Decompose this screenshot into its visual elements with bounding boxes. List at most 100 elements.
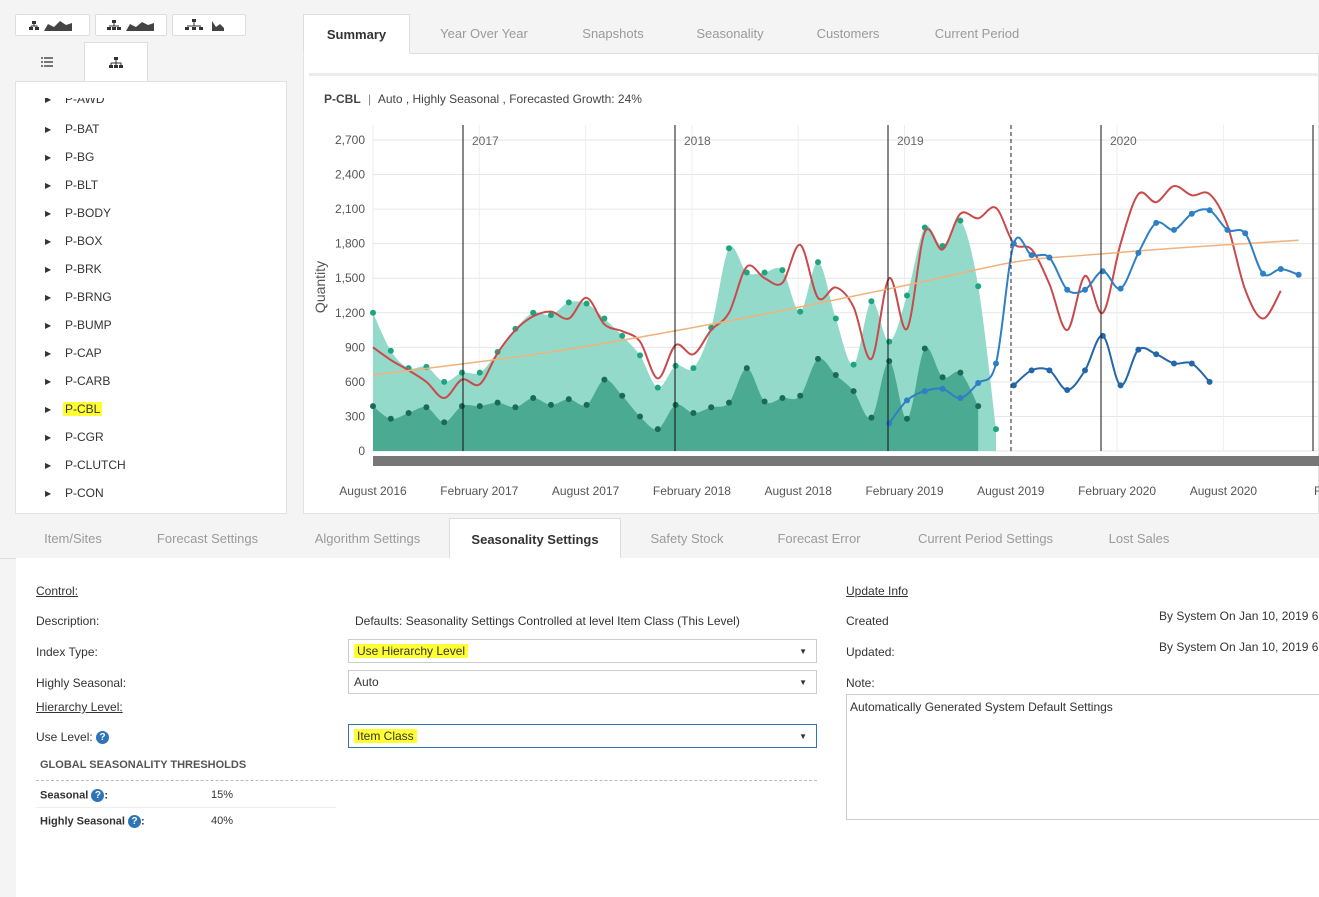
tab-snapshots[interactable]: Snapshots [582,26,644,41]
tree-item[interactable]: ▶ P-CON [45,484,106,502]
y-tick-label: 300 [345,409,365,423]
data-point [637,352,643,359]
tree-item[interactable]: ▶ P-BG [45,148,96,166]
tree-item-label: P-BLT [65,178,99,192]
tab-year-over-year[interactable]: Year Over Year [440,26,528,41]
help-icon[interactable]: ? [96,731,110,745]
x-tick-label: August 2017 [552,484,620,498]
tree-item-label: P-CBL [63,402,103,416]
tree-item[interactable]: ▶ P-CLUTCH [45,456,128,474]
use-level-value: Item Class [354,729,417,743]
y-tick-label: 600 [345,375,365,389]
tree-item[interactable]: ▶ P-CARB [45,372,112,390]
tree-item[interactable]: ▶ P-BLT [45,176,100,194]
data-point [904,397,910,404]
caret-right-icon[interactable]: ▶ [45,348,52,358]
tab-summary[interactable]: Summary [303,14,410,54]
tab-list-view[interactable] [15,42,79,82]
data-point [779,267,786,274]
tab-seasonality[interactable]: Seasonality [696,26,764,41]
data-point [904,292,910,299]
data-point [672,401,679,408]
data-point [654,384,661,391]
hierarchy-chart-button-1[interactable] [15,14,90,36]
note-textarea[interactable]: Automatically Generated System Default S… [846,694,1319,820]
data-point [405,409,412,416]
note-label: Note: [846,676,875,690]
data-point [761,398,768,405]
use-level-select[interactable]: Item Class ▼ [348,724,817,748]
tree-item[interactable]: ▶ P-BAT [45,120,101,138]
caret-right-icon[interactable]: ▶ [45,152,52,162]
tab-safety-stock[interactable]: Safety Stock [650,531,724,546]
tab-current-period[interactable]: Current Period [934,26,1020,41]
caret-right-icon[interactable]: ▶ [45,320,52,330]
tab-algorithm-settings[interactable]: Algorithm Settings [314,531,421,546]
help-icon[interactable]: ? [91,789,105,802]
caret-right-icon[interactable]: ▶ [45,94,52,104]
x-tick-label: February 2020 [1078,484,1156,498]
highly-seasonal-select[interactable]: Auto ▼ [348,670,817,694]
caret-right-icon[interactable]: ▶ [45,208,52,218]
data-point [904,415,910,422]
caret-right-icon[interactable]: ▶ [45,124,52,134]
tab-item-sites[interactable]: Item/Sites [44,531,102,546]
tree-item[interactable]: ▶ P-CBL [45,400,103,418]
x-tick-label: Febru [1314,484,1319,498]
chevron-down-icon: ▼ [799,647,807,656]
data-point [743,365,750,372]
tree-item[interactable]: ▶ P-BRNG [45,288,114,306]
tree-item[interactable]: ▶ P-AWD [45,94,107,108]
data-point [1117,285,1124,292]
tree-item[interactable]: ▶ P-BRK [45,260,104,278]
tab-current-period-settings[interactable]: Current Period Settings [917,531,1054,546]
tab-customers[interactable]: Customers [816,26,880,41]
data-point [583,401,590,408]
caret-right-icon[interactable]: ▶ [45,432,52,442]
caret-right-icon[interactable]: ▶ [45,180,52,190]
forecast-chart: 0 300 600 900 1,200 1,500 1,800 2,100 2,400 2,700… [312,125,1319,498]
seasonal-threshold-colon: : [104,789,109,802]
seasonal-threshold-value: 15% [211,789,234,801]
tree-item[interactable]: ▶ P-BUMP [45,316,114,334]
caret-right-icon[interactable]: ▶ [45,460,52,470]
help-icon[interactable]: ? [128,815,142,828]
tree-item[interactable]: ▶ P-CAP [45,344,104,362]
caret-right-icon[interactable]: ▶ [45,404,52,414]
tab-forecast-settings[interactable]: Forecast Settings [156,531,259,546]
data-point [1028,367,1035,374]
caret-right-icon[interactable]: ▶ [45,236,52,246]
tree-item-label: P-BUMP [65,318,112,332]
tree-item[interactable]: ▶ P-BOX [45,232,104,250]
hierarchy-chart-button-2[interactable] [95,14,167,36]
caret-right-icon[interactable]: ▶ [45,292,52,302]
chart-divider [309,73,1319,76]
chart-item-name: P-CBL [324,92,361,106]
tab-tree-view[interactable] [84,42,148,82]
data-point [975,403,982,410]
tab-lost-sales[interactable]: Lost Sales [1108,531,1170,546]
caret-right-icon[interactable]: ▶ [45,376,52,386]
tree-item[interactable]: ▶ P-CGR [45,428,106,446]
data-point [530,309,537,316]
hierarchy-chart-button-3[interactable] [172,14,246,36]
series-area [373,347,979,451]
tree-item-label: P-CON [65,486,104,500]
index-type-select[interactable]: Use Hierarchy Level ▼ [348,639,817,663]
top-tabs: Summary Year Over Year Snapshots Seasona… [303,14,1319,54]
data-point [1206,378,1213,385]
caret-right-icon[interactable]: ▶ [45,264,52,274]
chevron-down-icon: ▼ [799,678,807,687]
data-point [1082,286,1088,293]
data-point [548,312,554,319]
tree-item[interactable]: ▶ P-BODY [45,204,113,222]
tab-forecast-error[interactable]: Forecast Error [777,531,861,546]
tree-item-label: P-BRNG [65,290,112,304]
hierarchy-bar-icon [185,19,224,31]
data-point [1153,351,1160,358]
caret-right-icon[interactable]: ▶ [45,488,52,498]
data-point [459,403,465,410]
description-value: Defaults: Seasonality Settings Controlle… [355,614,740,628]
tree-item-label: P-BODY [65,206,112,220]
tab-seasonality-settings[interactable]: Seasonality Settings [449,518,621,559]
